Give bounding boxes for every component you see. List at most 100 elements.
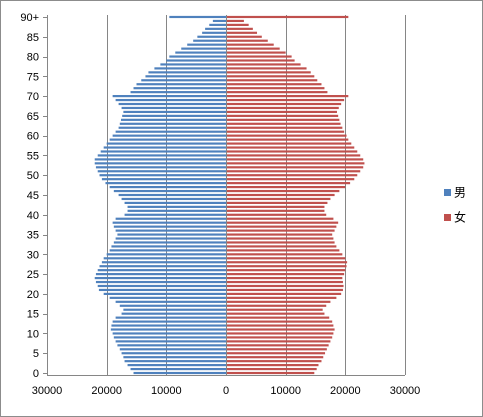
bar-female-age-68 bbox=[226, 102, 342, 106]
x-axis-tick-labels: 30000 20000 10000 0 10000 20000 30000 bbox=[32, 385, 421, 397]
bar-male-age-73 bbox=[136, 83, 226, 86]
bar-female-age-18 bbox=[226, 300, 331, 303]
bar-female-age-35 bbox=[226, 233, 333, 236]
bar-female-age-21 bbox=[226, 288, 343, 292]
bar-female-age-45 bbox=[226, 193, 335, 197]
bar-male-age-66 bbox=[123, 110, 226, 114]
bar-female-age-30 bbox=[226, 253, 343, 256]
bar-male-age-78 bbox=[160, 63, 226, 66]
bar-male-age-65 bbox=[122, 114, 226, 117]
bar-female-age-43 bbox=[226, 201, 328, 204]
bar-female-age-66 bbox=[226, 110, 337, 114]
bar-female-age-23 bbox=[226, 280, 343, 284]
bar-female-age-38 bbox=[226, 221, 339, 224]
bar-female-age-53 bbox=[226, 162, 365, 165]
bar-male-age-59 bbox=[109, 138, 226, 141]
bar-male-age-90 bbox=[169, 15, 226, 19]
bar-female-age-34 bbox=[226, 237, 334, 240]
bar-male-age-24 bbox=[94, 276, 226, 280]
bar-female-age-70 bbox=[226, 95, 349, 98]
bar-male-age-87 bbox=[205, 27, 226, 30]
bar-female-age-24 bbox=[226, 276, 343, 280]
legend: 男女 bbox=[444, 186, 466, 225]
bar-female-age-29 bbox=[226, 257, 346, 260]
bar-male-age-37 bbox=[113, 225, 226, 228]
bar-female-age-19 bbox=[226, 296, 337, 299]
bar-female-age-51 bbox=[226, 170, 361, 173]
bar-male-age-17 bbox=[119, 304, 226, 307]
bar-male-age-41 bbox=[127, 209, 226, 212]
y-axis-tick-labels: 0 5 10 15 20 25 30 35 40 45 50 55 60 65 70 75 80 85 90+ bbox=[20, 12, 47, 380]
bar-male-age-44 bbox=[121, 197, 226, 201]
bar-male-age-32 bbox=[111, 245, 226, 248]
bar-male-age-19 bbox=[109, 296, 226, 299]
bar-male-age-12 bbox=[111, 324, 226, 327]
bar-male-age-8 bbox=[115, 340, 226, 343]
bar-female-age-46 bbox=[226, 189, 340, 193]
bar-male-age-84 bbox=[193, 39, 226, 42]
bar-male-age-10 bbox=[112, 332, 226, 335]
bar-female-age-37 bbox=[226, 225, 337, 228]
bar-male-age-88 bbox=[209, 23, 226, 26]
bar-male-age-54 bbox=[94, 158, 226, 161]
bar-male-age-89 bbox=[212, 19, 226, 23]
bar-female-age-65 bbox=[226, 114, 339, 117]
bar-female-age-8 bbox=[226, 340, 331, 343]
bar-female-age-60 bbox=[226, 134, 347, 137]
bar-male-age-27 bbox=[99, 265, 226, 268]
bar-female-age-14 bbox=[226, 316, 330, 319]
bar-female-age-47 bbox=[226, 186, 346, 189]
bar-male-age-62 bbox=[118, 126, 226, 129]
bar-male-age-49 bbox=[101, 178, 226, 181]
y-tick-label-15: 75 bbox=[27, 71, 39, 83]
bar-male-age-30 bbox=[106, 253, 226, 256]
bar-female-age-87 bbox=[226, 27, 253, 30]
bar-female-age-84 bbox=[226, 39, 268, 42]
bar-male-age-2 bbox=[127, 364, 226, 367]
bar-female-age-25 bbox=[226, 273, 345, 276]
bar-male-age-50 bbox=[99, 174, 226, 177]
x-tick-label-5: 20000 bbox=[330, 385, 361, 397]
bar-female-age-82 bbox=[226, 47, 280, 50]
bar-female-age-79 bbox=[226, 59, 295, 62]
bar-female-age-36 bbox=[226, 229, 335, 232]
bar-male-age-28 bbox=[101, 261, 226, 264]
bar-female-age-22 bbox=[226, 284, 344, 288]
x-tick-label-3: 0 bbox=[223, 385, 229, 397]
bar-female-age-0 bbox=[226, 371, 315, 375]
bar-female-age-73 bbox=[226, 83, 322, 86]
bar-male-age-15 bbox=[121, 312, 226, 315]
bar-female-age-39 bbox=[226, 217, 334, 220]
bar-male-age-79 bbox=[166, 59, 226, 62]
bar-male-age-14 bbox=[115, 316, 226, 319]
bar-male-age-63 bbox=[119, 122, 226, 125]
bar-male-age-11 bbox=[110, 328, 226, 331]
bar-female-age-88 bbox=[226, 23, 249, 26]
legend-label-0: 男 bbox=[454, 186, 466, 200]
y-tick-label-18: 90+ bbox=[20, 12, 39, 24]
bar-male-age-83 bbox=[187, 43, 226, 46]
bar-female-age-4 bbox=[226, 356, 324, 359]
y-tick-label-9: 45 bbox=[27, 190, 39, 202]
bar-female-age-3 bbox=[226, 360, 322, 363]
bar-female-age-44 bbox=[226, 197, 331, 201]
legend-swatch-0 bbox=[444, 189, 451, 196]
bar-male-age-86 bbox=[202, 31, 226, 34]
y-tick-label-12: 60 bbox=[27, 131, 39, 143]
bar-male-age-52 bbox=[95, 166, 227, 169]
bar-male-age-31 bbox=[109, 249, 226, 252]
bar-female-age-78 bbox=[226, 63, 301, 66]
y-tick-label-7: 35 bbox=[27, 230, 39, 242]
bar-female-age-85 bbox=[226, 35, 262, 38]
y-tick-label-16: 80 bbox=[27, 52, 39, 64]
bar-male-age-72 bbox=[133, 87, 226, 90]
bar-female-age-58 bbox=[226, 142, 352, 145]
bar-female-age-69 bbox=[226, 98, 345, 102]
bar-female-age-40 bbox=[226, 213, 327, 216]
bar-female-age-15 bbox=[226, 312, 325, 315]
bar-male-age-7 bbox=[117, 344, 226, 347]
bar-female-age-57 bbox=[226, 146, 355, 149]
bar-female-age-59 bbox=[226, 138, 349, 141]
bar-male-age-45 bbox=[118, 193, 226, 197]
y-tick-label-1: 5 bbox=[33, 348, 39, 360]
